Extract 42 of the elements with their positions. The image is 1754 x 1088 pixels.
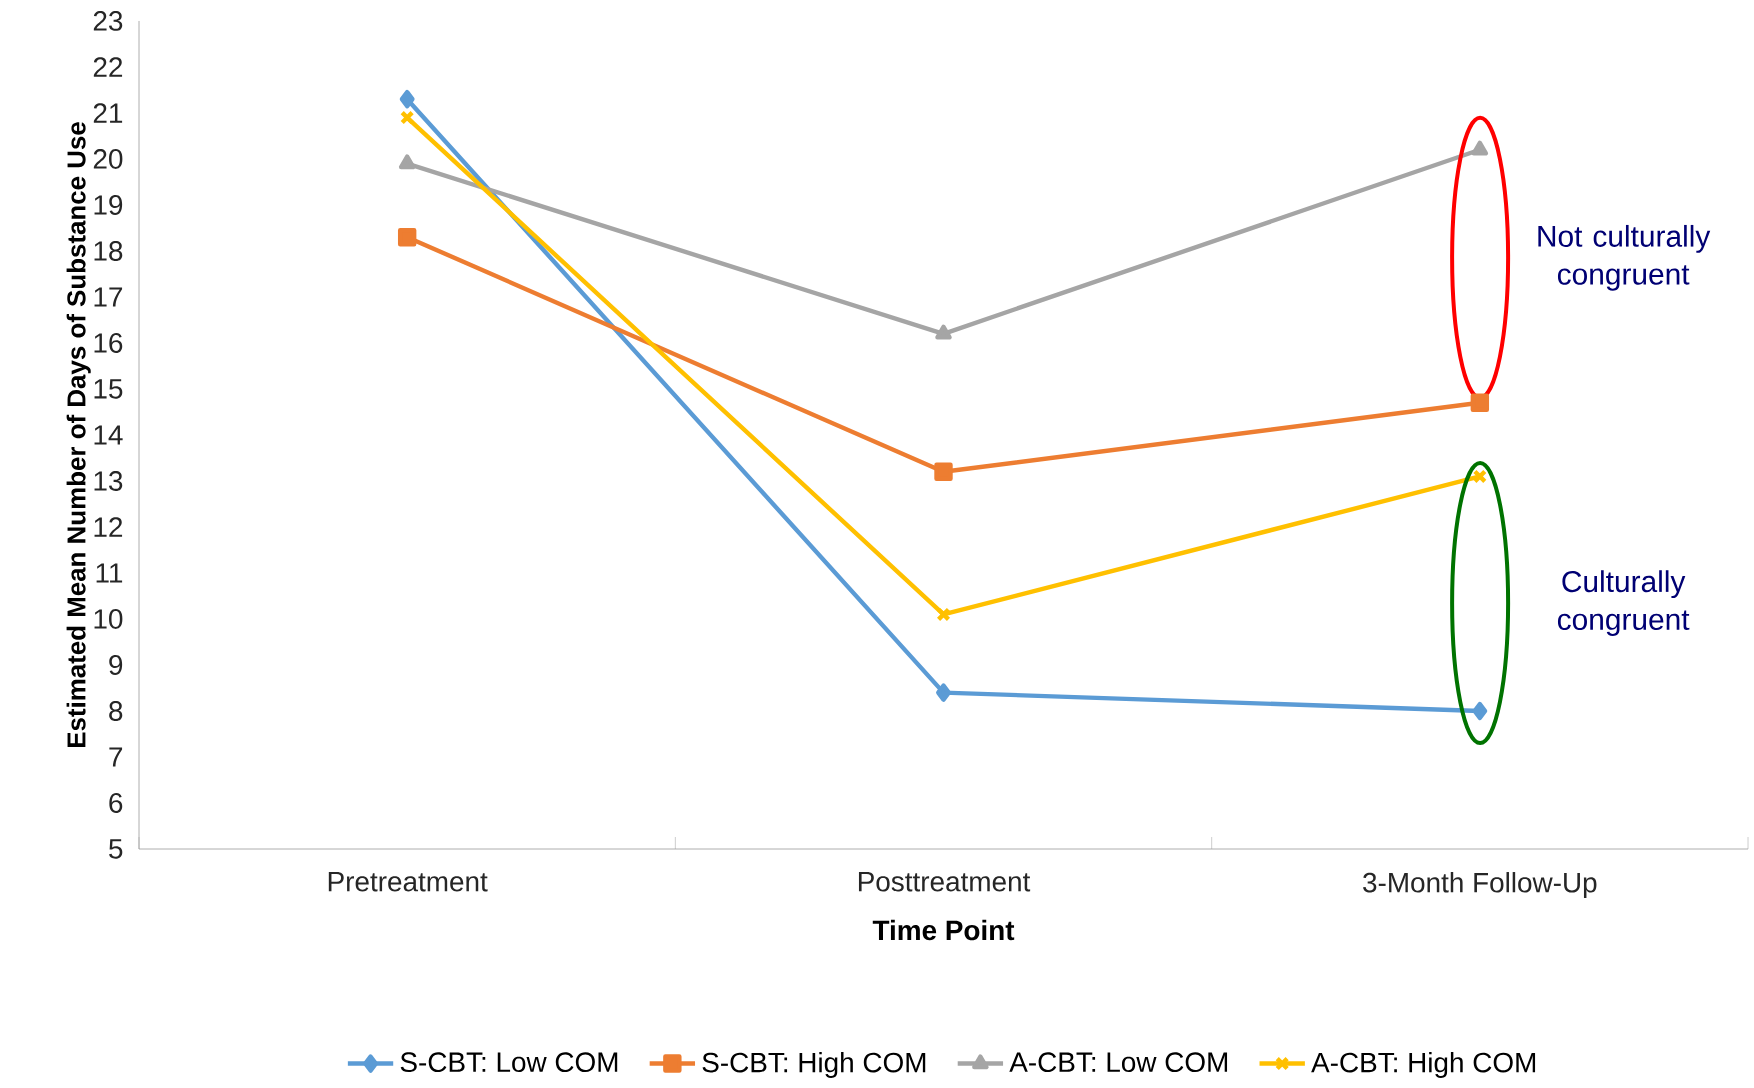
annotation: Not culturally congruent xyxy=(1538,224,1711,291)
y-tick-label: 8 xyxy=(109,701,123,721)
x-axis-title: Time Point xyxy=(872,919,1015,941)
point xyxy=(935,324,952,340)
point xyxy=(936,607,951,622)
y-tick-label: 16 xyxy=(94,333,123,353)
legend-label: S-CBT: High COM xyxy=(702,1051,926,1078)
point xyxy=(398,154,416,170)
y-tick-label: 22 xyxy=(93,57,123,77)
point xyxy=(1471,140,1489,156)
legend-label: A-CBT: Low COM xyxy=(1009,1052,1228,1073)
annotation: Culturally congruent xyxy=(1557,570,1690,636)
y-tick-label: 9 xyxy=(109,655,123,675)
point xyxy=(399,89,415,109)
y-tick-label: 6 xyxy=(109,793,123,813)
y-tick-label: 14 xyxy=(94,425,123,445)
y-tick-label: 7 xyxy=(109,747,123,767)
y-tick-label: 23 xyxy=(93,11,123,31)
x-tick-label: Posttreatment xyxy=(858,872,1031,892)
x-tick-label: 3-Month Follow-Up xyxy=(1363,872,1597,899)
y-tick-label: 5 xyxy=(109,839,123,859)
y-tick-label: 15 xyxy=(94,379,123,399)
y-tick-label: 20 xyxy=(93,149,123,169)
point xyxy=(936,683,951,702)
point xyxy=(397,228,417,247)
x-tick-label: Pretreatment xyxy=(328,872,488,892)
y-tick-label: 13 xyxy=(94,471,123,491)
point xyxy=(934,462,953,481)
point xyxy=(1470,393,1490,412)
y-tick-label: 17 xyxy=(94,287,123,307)
y-tick-label: 18 xyxy=(94,241,123,261)
legend-label: S-CBT: Low COM xyxy=(400,1052,618,1073)
y-tick-label: 21 xyxy=(93,103,123,123)
y-tick-label: 11 xyxy=(96,563,123,583)
point xyxy=(400,110,415,125)
point xyxy=(1472,701,1488,721)
y-tick-label: 10 xyxy=(94,609,123,629)
y-tick-label: 19 xyxy=(94,195,123,215)
y-axis-title: Estimated Mean Number of Days of Substance Use xyxy=(66,122,91,748)
point xyxy=(1472,469,1487,484)
legend-label: A-CBT: High COM xyxy=(1311,1051,1536,1078)
y-tick-label: 12 xyxy=(94,517,123,537)
